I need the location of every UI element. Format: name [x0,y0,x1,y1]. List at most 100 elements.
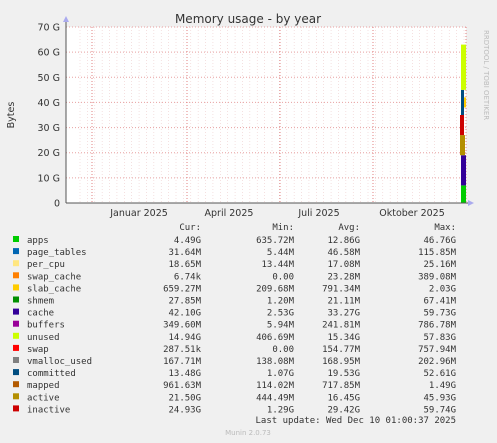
y-tick-label: 10 G [38,173,60,184]
legend-value-max: 115.85M [418,248,457,258]
legend-value-max: 67.41M [423,297,456,307]
legend-value-avg: 46.58M [327,248,360,258]
y-tick-label: 70 G [38,23,60,34]
area-segment [461,44,466,90]
legend-value-cur: 287.51k [163,345,202,355]
legend-value-max: 52.61G [423,369,456,379]
legend-value-min: 1.20M [267,297,295,307]
plot-area [66,27,466,203]
legend-value-max: 786.78M [418,321,457,331]
legend-value-cur: 4.49G [174,236,201,246]
legend-value-avg: 17.08M [327,260,360,270]
legend-value-avg: 16.45G [327,393,360,403]
legend-value-avg: 33.27G [327,309,360,319]
legend-value-avg: 29.42G [327,405,360,415]
legend-value-min: 138.08M [256,357,295,367]
y-tick-label: 40 G [38,98,60,109]
legend-value-max: 46.76G [423,236,456,246]
y-tick-label: 50 G [38,73,60,84]
legend-value-min: 444.49M [256,393,295,403]
legend-value-avg: 168.95M [322,357,361,367]
legend-value-cur: 27.85M [168,297,201,307]
legend-value-cur: 167.71M [163,357,202,367]
legend-value-cur: 42.10G [168,309,201,319]
x-axis-arrow [468,200,474,206]
legend-series-name: swap_cache [27,272,81,282]
table-header-avg: Avg: [338,223,360,233]
legend-series-name: buffers [27,321,65,331]
area-segment [461,89,464,115]
legend-value-max: 57.83G [423,333,456,343]
legend-value-cur: 31.64M [168,248,201,258]
legend-value-min: 406.69M [256,333,295,343]
legend-series-name: swap [27,345,49,355]
y-axis-label: Bytes [6,102,17,129]
legend-value-avg: 15.34G [327,333,360,343]
legend-series-name: inactive [27,405,70,415]
legend-value-cur: 659.27M [163,284,202,294]
legend-value-max: 25.16M [423,260,456,270]
legend-value-max: 757.94M [418,345,457,355]
area-segment [460,135,465,156]
legend-value-cur: 349.60M [163,321,202,331]
y-tick-label: 20 G [38,148,60,159]
plot-background [66,27,466,203]
legend-swatch [13,320,19,327]
y-tick-label: 60 G [38,48,60,59]
legend-series-name: slab_cache [27,284,81,294]
legend-value-max: 59.74G [423,405,456,415]
rrdtool-credit: RRDTOOL / TOBI OETIKER [482,30,490,120]
legend-series-name: page_tables [27,248,87,258]
legend-series-name: unused [27,333,60,343]
munin-version: Munin 2.0.73 [225,429,271,437]
grid [66,26,467,203]
legend-swatch [13,308,19,315]
legend-value-min: 2.53G [267,309,294,319]
legend-value-max: 2.03G [429,284,456,294]
chart-title: Memory usage - by year [175,12,321,26]
legend-series-name: mapped [27,381,60,391]
legend-series-name: shmem [27,297,54,307]
legend-value-max: 389.08M [418,272,457,282]
legend-value-cur: 961.63M [163,381,202,391]
legend-value-min: 1.29G [267,405,294,415]
table-header-cur: Cur: [179,223,201,233]
legend-swatch [13,236,19,242]
table-header-max: Max: [434,223,456,233]
legend-swatch [13,332,19,339]
area-segment [464,97,466,108]
y-axis-arrow [63,16,69,22]
legend-value-min: 635.72M [256,236,295,246]
legend-value-avg: 19.53G [327,369,360,379]
legend-value-cur: 6.74k [174,272,202,282]
legend-value-avg: 241.81M [322,321,361,331]
legend-value-avg: 12.86G [327,236,360,246]
legend-table: Cur: Min: Avg: Max: apps 4.49G 635.72M 12.86G 46… [13,223,457,415]
x-tick-label: Oktober 2025 [379,208,445,219]
legend-value-avg: 23.28M [327,272,360,282]
data-marks [460,44,466,203]
legend-value-min: 5.94M [267,321,295,331]
legend-series-name: committed [27,369,76,379]
y-tick-label: 30 G [38,123,60,134]
area-segment [460,115,464,136]
legend-value-max: 1.49G [429,381,456,391]
legend-value-min: 1.07G [267,369,294,379]
legend-swatch [13,248,19,255]
legend-swatch [13,393,19,400]
legend-swatch [13,344,19,351]
x-tick-label: Juli 2025 [297,208,339,219]
legend-series-name: active [27,393,60,403]
legend-series-name: vmalloc_used [27,357,92,367]
legend-swatch [13,369,19,376]
legend-value-min: 114.02M [256,381,295,391]
legend-series-name: per_cpu [27,260,65,270]
legend-value-avg: 154.77M [322,345,361,355]
legend-value-min: 0.00 [272,345,294,355]
table-header-min: Min: [272,223,294,233]
x-tick-label: April 2025 [205,208,254,219]
legend-value-cur: 13.48G [168,369,201,379]
legend-value-max: 202.96M [418,357,457,367]
y-tick-label: 0 [54,199,60,210]
legend-swatch [13,272,19,279]
